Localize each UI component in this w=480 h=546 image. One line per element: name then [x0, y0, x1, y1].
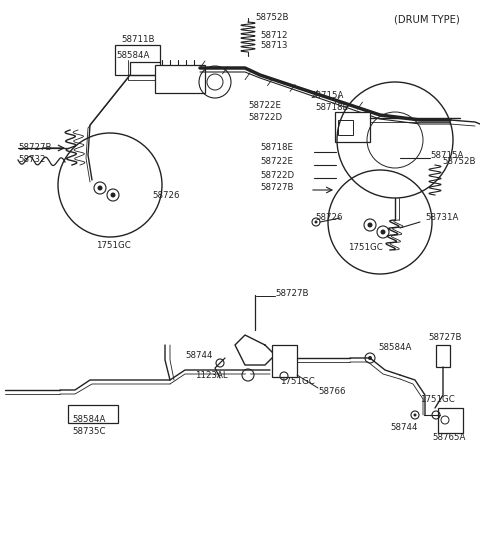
Text: 58727B: 58727B	[428, 333, 461, 341]
Circle shape	[381, 229, 385, 234]
Circle shape	[413, 413, 417, 417]
Text: 58711B: 58711B	[121, 35, 155, 45]
Text: 58722D: 58722D	[260, 170, 294, 180]
Text: 58752B: 58752B	[255, 13, 288, 21]
Text: 58718E: 58718E	[315, 104, 348, 112]
Text: 58715A: 58715A	[430, 151, 463, 159]
Circle shape	[110, 193, 116, 198]
Text: 58718E: 58718E	[260, 144, 293, 152]
Text: 58713: 58713	[260, 40, 288, 50]
Text: 58735C: 58735C	[72, 428, 106, 436]
Circle shape	[245, 372, 251, 377]
Text: 58715A: 58715A	[310, 91, 343, 99]
Text: 58766: 58766	[318, 388, 346, 396]
Circle shape	[368, 223, 372, 228]
Text: 58722D: 58722D	[248, 114, 282, 122]
Text: 58584A: 58584A	[378, 343, 411, 353]
Circle shape	[314, 221, 317, 223]
Text: 1751GC: 1751GC	[280, 377, 315, 387]
Text: 58727B: 58727B	[275, 288, 309, 298]
Text: (DRUM TYPE): (DRUM TYPE)	[394, 14, 460, 24]
Circle shape	[368, 356, 372, 360]
Circle shape	[97, 186, 103, 191]
Bar	[68, 405, 118, 423]
Bar	[338, 120, 353, 135]
Text: 1751GC: 1751GC	[96, 240, 131, 250]
Text: 58744: 58744	[390, 424, 418, 432]
Text: 58727B: 58727B	[18, 143, 51, 151]
Bar	[272, 345, 297, 377]
Bar	[438, 408, 463, 433]
Text: 58722E: 58722E	[260, 157, 293, 167]
Text: 58727B: 58727B	[260, 183, 293, 193]
Text: 1751GC: 1751GC	[420, 395, 455, 405]
Text: 58584A: 58584A	[72, 416, 106, 424]
Bar	[436, 345, 450, 367]
Text: 58744: 58744	[185, 351, 213, 359]
Text: 1123AL: 1123AL	[195, 371, 228, 381]
Text: 58722E: 58722E	[248, 100, 281, 110]
Text: 58731A: 58731A	[425, 213, 458, 223]
Bar	[155, 65, 205, 93]
Text: 58584A: 58584A	[116, 50, 149, 60]
Text: 58765A: 58765A	[432, 432, 466, 442]
Text: 1751GC: 1751GC	[348, 244, 383, 252]
Bar	[115, 45, 160, 75]
Text: 58712: 58712	[260, 31, 288, 39]
Text: 58726: 58726	[152, 191, 180, 199]
Text: 58726: 58726	[315, 213, 343, 223]
Bar	[335, 112, 370, 142]
Text: 58732: 58732	[18, 155, 46, 163]
Text: 58752B: 58752B	[442, 157, 476, 167]
